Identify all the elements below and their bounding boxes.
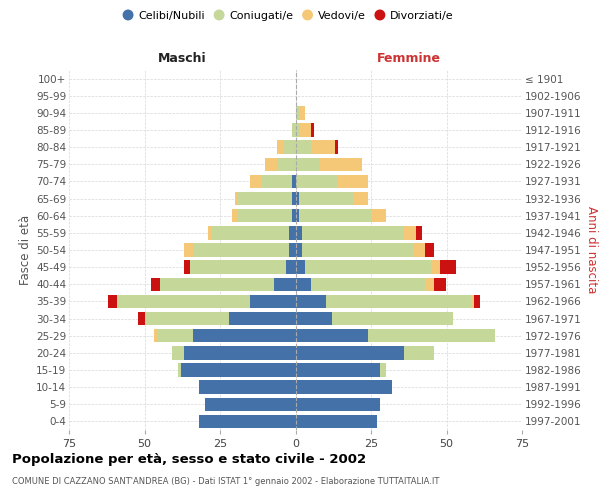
Bar [292,192,296,205]
Bar [292,174,296,188]
Bar [311,124,314,136]
Bar [178,364,181,376]
Bar [296,398,380,411]
Bar [289,244,296,256]
Bar [299,209,371,222]
Bar [199,414,296,428]
Bar [473,294,480,308]
Bar [296,174,338,188]
Bar [235,192,238,205]
Bar [250,294,296,308]
Bar [238,209,292,222]
Bar [184,260,190,274]
Bar [404,346,434,360]
Bar [250,174,262,188]
Bar [205,398,296,411]
Bar [211,226,289,239]
Bar [431,260,440,274]
Bar [425,244,434,256]
Bar [184,244,193,256]
Bar [296,192,299,205]
Text: Maschi: Maschi [158,52,206,65]
Bar [160,278,274,291]
Bar [311,140,335,154]
Bar [289,226,296,239]
Bar [299,124,311,136]
Bar [193,329,296,342]
Bar [145,312,229,326]
Bar [262,174,292,188]
Bar [296,244,302,256]
Bar [172,346,184,360]
Bar [404,226,416,239]
Bar [311,278,425,291]
Bar [296,294,326,308]
Bar [296,226,302,239]
Bar [193,244,289,256]
Bar [108,294,118,308]
Bar [229,312,296,326]
Bar [274,278,296,291]
Text: Popolazione per età, sesso e stato civile - 2002: Popolazione per età, sesso e stato civil… [12,452,366,466]
Text: Femmine: Femmine [377,52,441,65]
Bar [118,294,250,308]
Bar [208,226,211,239]
Bar [296,209,299,222]
Bar [380,364,386,376]
Y-axis label: Anni di nascita: Anni di nascita [585,206,598,294]
Bar [296,106,299,120]
Bar [184,346,296,360]
Bar [238,192,292,205]
Bar [139,312,145,326]
Bar [286,260,296,274]
Bar [302,244,413,256]
Text: COMUNE DI CAZZANO SANT'ANDREA (BG) - Dati ISTAT 1° gennaio 2002 - Elaborazione T: COMUNE DI CAZZANO SANT'ANDREA (BG) - Dat… [12,478,439,486]
Bar [190,260,286,274]
Bar [299,106,305,120]
Legend: Celibi/Nubili, Coniugati/e, Vedovi/e, Divorziati/e: Celibi/Nubili, Coniugati/e, Vedovi/e, Di… [118,6,458,25]
Bar [353,192,368,205]
Bar [296,260,305,274]
Bar [154,329,157,342]
Bar [277,158,296,171]
Bar [299,192,353,205]
Bar [292,124,296,136]
Bar [296,346,404,360]
Bar [470,294,473,308]
Bar [416,226,422,239]
Bar [302,226,404,239]
Bar [434,278,446,291]
Bar [413,244,425,256]
Bar [326,294,470,308]
Bar [292,209,296,222]
Bar [335,140,338,154]
Bar [320,158,362,171]
Bar [181,364,296,376]
Bar [296,124,299,136]
Bar [305,260,431,274]
Bar [157,329,193,342]
Bar [277,140,283,154]
Bar [425,278,434,291]
Bar [368,329,495,342]
Bar [199,380,296,394]
Bar [332,312,452,326]
Bar [296,312,332,326]
Bar [371,209,386,222]
Bar [338,174,368,188]
Bar [296,140,311,154]
Bar [296,380,392,394]
Bar [296,158,320,171]
Bar [283,140,296,154]
Bar [151,278,160,291]
Y-axis label: Fasce di età: Fasce di età [19,215,32,285]
Bar [440,260,455,274]
Bar [265,158,277,171]
Bar [232,209,238,222]
Bar [296,364,380,376]
Bar [296,329,368,342]
Bar [296,414,377,428]
Bar [296,278,311,291]
